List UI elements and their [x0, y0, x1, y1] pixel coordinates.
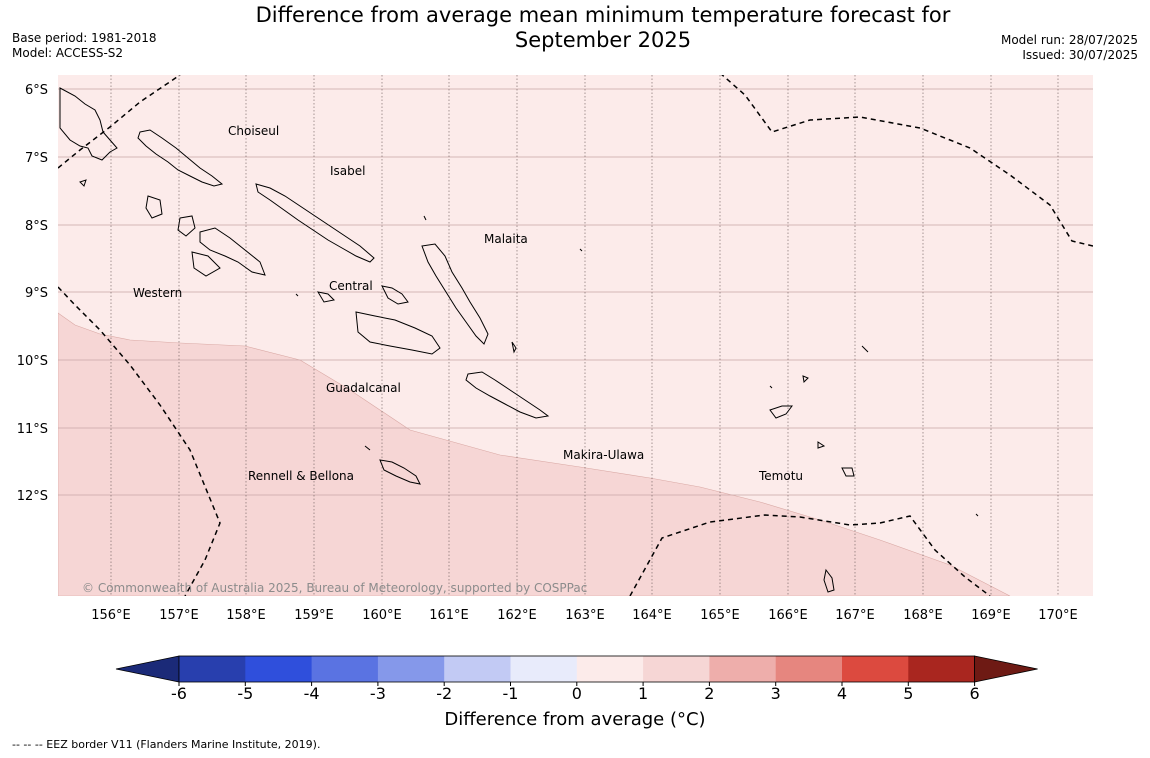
- lon-label: 162°E: [497, 608, 537, 623]
- santa-cruz-islands: [769, 405, 855, 593]
- lon-label: 158°E: [226, 608, 266, 623]
- lon-label: 167°E: [835, 608, 875, 623]
- colorbar-tick-label: 4: [837, 684, 847, 703]
- chart-title: Difference from average mean minimum tem…: [230, 3, 976, 53]
- guadalcanal-island: [355, 311, 441, 355]
- colorbar-tick-label: 1: [638, 684, 648, 703]
- colorbar-segment: [775, 656, 843, 682]
- province-labels: Choiseul Isabel Malaita Western Central …: [133, 124, 803, 483]
- florida-islands: [316, 285, 409, 305]
- bougainville-island: [59, 87, 118, 161]
- colorbar-tick-label: -5: [237, 684, 253, 703]
- colorbar-tick-label: 2: [704, 684, 714, 703]
- model-name: Model: ACCESS-S2: [12, 46, 124, 60]
- colorbar: -6 -5 -4 -3 -2 -1 0 1 2 3 4 5 6: [115, 655, 1038, 703]
- colorbar-segment: [245, 656, 313, 682]
- lon-label: 164°E: [632, 608, 672, 623]
- lon-label: 170°E: [1038, 608, 1078, 623]
- lat-label: 6°S: [25, 83, 48, 98]
- new-georgia-islands: [145, 195, 266, 277]
- santa-isabel-island: [255, 183, 375, 263]
- colorbar-tick-label: -4: [304, 684, 320, 703]
- rennell-island: [379, 459, 421, 485]
- lat-label: 8°S: [25, 219, 48, 234]
- colorbar-tick-label: 3: [771, 684, 781, 703]
- lon-label: 160°E: [362, 608, 402, 623]
- colorbar-segment: [842, 656, 909, 682]
- colorbar-tick-label: 5: [903, 684, 913, 703]
- label-central: Central: [329, 279, 373, 293]
- longitude-labels: 156°E 157°E 158°E 159°E 160°E 161°E 162°…: [91, 608, 1078, 623]
- anomaly-zone-1-2: [58, 312, 1011, 596]
- colorbar-segment: [709, 656, 777, 682]
- choiseul-island: [137, 129, 224, 187]
- lon-label: 161°E: [429, 608, 469, 623]
- colorbar-tick-label: -2: [436, 684, 452, 703]
- lon-label: 163°E: [565, 608, 605, 623]
- lat-label: 11°S: [17, 422, 48, 437]
- label-makira-ulawa: Makira-Ulawa: [563, 448, 644, 462]
- lat-label: 9°S: [25, 286, 48, 301]
- copyright-notice: © Commonwealth of Australia 2025, Bureau…: [82, 581, 587, 595]
- latitude-gridlines: [58, 88, 1093, 496]
- lon-label: 156°E: [91, 608, 131, 623]
- label-guadalcanal: Guadalcanal: [326, 381, 401, 395]
- colorbar-extend-high: [974, 655, 1038, 683]
- lon-label: 159°E: [294, 608, 334, 623]
- colorbar-extend-low: [115, 655, 180, 683]
- lat-label: 10°S: [17, 354, 48, 369]
- eez-border: [58, 75, 1093, 596]
- small-islets: [79, 179, 979, 517]
- colorbar-segment: [643, 656, 710, 682]
- label-isabel: Isabel: [330, 164, 365, 178]
- latitude-labels: 6°S 7°S 8°S 9°S 10°S 11°S 12°S: [17, 83, 48, 504]
- colorbar-segment: [444, 656, 511, 682]
- base-period: Base period: 1981-2018: [12, 31, 157, 45]
- colorbar-segment: [510, 656, 578, 682]
- colorbar-tick-label: 6: [970, 684, 980, 703]
- lon-label: 169°E: [971, 608, 1011, 623]
- title-line-1: Difference from average mean minimum tem…: [255, 3, 951, 27]
- lon-label: 165°E: [700, 608, 740, 623]
- lon-label: 166°E: [768, 608, 808, 623]
- coastlines: [59, 87, 979, 593]
- issued-date: Issued: 30/07/2025: [1022, 48, 1138, 62]
- meta-right: Model run: 28/07/2025 Issued: 30/07/2025: [1001, 33, 1138, 63]
- label-malaita: Malaita: [484, 232, 528, 246]
- lat-label: 7°S: [25, 151, 48, 166]
- colorbar-tick-label: -3: [370, 684, 386, 703]
- colorbar-tick-label: -6: [171, 684, 187, 703]
- label-choiseul: Choiseul: [228, 124, 279, 138]
- colorbar-title: Difference from average (°C): [444, 709, 706, 730]
- colorbar-segment: [311, 656, 379, 682]
- model-run: Model run: 28/07/2025: [1000, 33, 1138, 47]
- label-western: Western: [133, 286, 182, 300]
- colorbar-segment: [576, 656, 644, 682]
- colorbar-tick-label: -1: [503, 684, 519, 703]
- colorbar-segment: [908, 656, 976, 682]
- eez-footnote: -- -- -- EEZ border V11 (Flanders Marine…: [12, 738, 321, 751]
- label-rennell-bellona: Rennell & Bellona: [248, 469, 354, 483]
- colorbar-segment: [179, 656, 246, 682]
- longitude-gridlines: [110, 75, 1059, 596]
- colorbar-segment: [377, 656, 445, 682]
- makira-island: [465, 371, 550, 419]
- lat-label: 12°S: [17, 489, 48, 504]
- label-temotu: Temotu: [758, 469, 803, 483]
- lon-label: 168°E: [903, 608, 943, 623]
- lon-label: 157°E: [159, 608, 199, 623]
- map-area: Choiseul Isabel Malaita Western Central …: [58, 75, 1093, 596]
- meta-left: Base period: 1981-2018 Model: ACCESS-S2: [12, 31, 157, 61]
- title-line-2: September 2025: [514, 28, 692, 52]
- malaita-island: [421, 243, 489, 345]
- colorbar-tick-label: 0: [572, 684, 582, 703]
